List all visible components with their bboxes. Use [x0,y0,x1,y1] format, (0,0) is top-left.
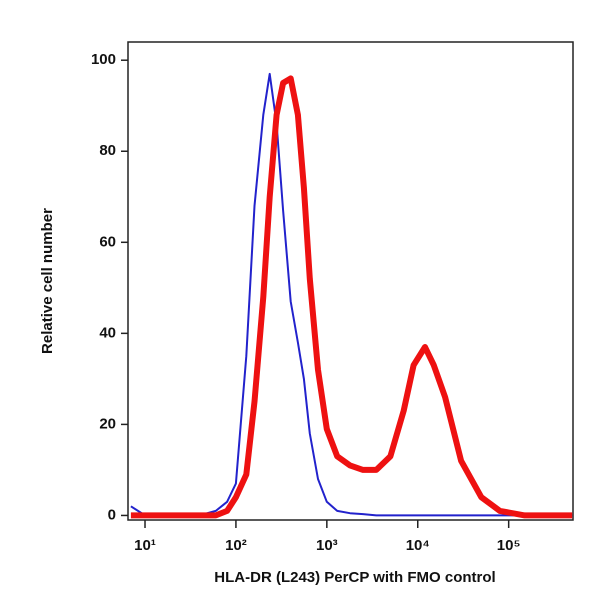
y-tick-label: 0 [108,506,116,523]
y-axis-label: Relative cell number [39,208,56,354]
y-tick-label: 40 [99,324,116,341]
x-tick-label: 10² [225,537,247,554]
y-tick-label: 20 [99,415,116,432]
y-tick-label: 100 [91,51,116,68]
y-tick-label: 60 [99,233,116,250]
x-axis-label: HLA-DR (L243) PerCP with FMO control [214,569,495,586]
plot-frame [127,41,574,521]
x-tick-label: 10¹ [134,537,156,554]
x-tick-label: 10⁵ [497,537,521,554]
histogram-line [130,72,573,517]
y-tick-label: 80 [99,142,116,159]
x-tick-label: 10⁴ [406,537,430,554]
histogram-line [130,75,573,519]
x-tick-label: 10³ [316,537,338,554]
